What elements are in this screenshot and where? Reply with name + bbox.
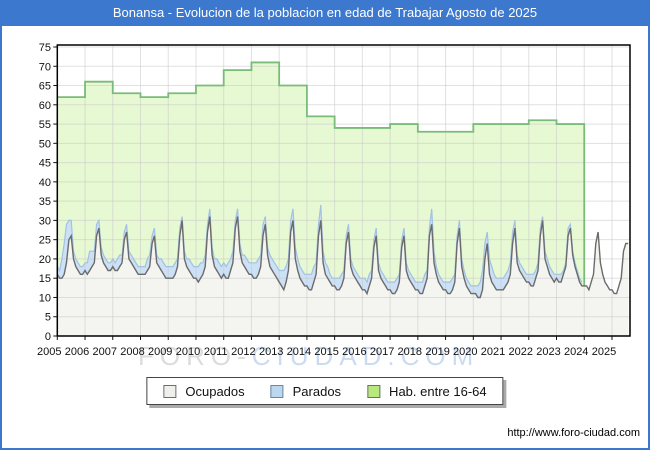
svg-text:2022: 2022 (509, 346, 533, 358)
svg-text:2011: 2011 (204, 346, 228, 358)
ocupados-swatch-icon (163, 384, 177, 398)
svg-text:40: 40 (39, 177, 51, 189)
svg-text:2013: 2013 (259, 346, 283, 358)
svg-text:15: 15 (39, 273, 51, 285)
svg-text:2012: 2012 (231, 346, 255, 358)
svg-text:45: 45 (39, 158, 51, 170)
svg-text:2023: 2023 (536, 346, 560, 358)
hab-16-64-swatch-icon (367, 384, 381, 398)
svg-text:2019: 2019 (425, 346, 449, 358)
chart-title-bar: Bonansa - Evolucion de la poblacion en e… (0, 0, 650, 26)
foro-ciudad-watermark: FORO-CIUDAD.COM (138, 341, 479, 372)
legend-label-hab: Hab. entre 16-64 (389, 383, 487, 399)
svg-text:2009: 2009 (148, 346, 172, 358)
legend-item-hab: Hab. entre 16-64 (367, 384, 487, 399)
svg-text:25: 25 (39, 235, 51, 247)
svg-text:75: 75 (39, 42, 51, 54)
svg-text:2015: 2015 (314, 346, 338, 358)
legend-item-parados: Parados (270, 383, 342, 399)
svg-text:2016: 2016 (342, 346, 366, 358)
svg-text:20: 20 (39, 254, 51, 266)
svg-text:2025: 2025 (592, 346, 616, 358)
watermark-part2: CIUDAD.COM (251, 341, 480, 371)
svg-text:50: 50 (39, 138, 51, 150)
parados-swatch-icon (270, 384, 284, 398)
svg-text:55: 55 (39, 119, 51, 131)
svg-text:2008: 2008 (120, 346, 144, 358)
foro-ciudad-url[interactable]: http://www.foro-ciudad.com (507, 427, 640, 439)
legend-label-parados: Parados (292, 383, 342, 399)
svg-text:60: 60 (39, 100, 51, 112)
svg-text:35: 35 (39, 196, 51, 208)
svg-text:2020: 2020 (453, 346, 477, 358)
svg-text:2006: 2006 (65, 346, 89, 358)
svg-text:2017: 2017 (370, 346, 394, 358)
svg-text:2010: 2010 (176, 346, 200, 358)
legend-box: Ocupados Parados Hab. entre 16-64 (146, 377, 504, 405)
svg-text:2018: 2018 (398, 346, 422, 358)
legend-item-ocupados: Ocupados (163, 383, 245, 399)
svg-text:2007: 2007 (93, 346, 117, 358)
svg-text:30: 30 (39, 215, 51, 227)
svg-text:10: 10 (39, 293, 51, 305)
svg-text:2005: 2005 (37, 346, 61, 358)
svg-text:70: 70 (39, 61, 51, 73)
watermark-part1: FORO- (138, 341, 252, 371)
svg-text:2014: 2014 (287, 346, 311, 358)
svg-text:65: 65 (39, 81, 51, 93)
legend-label-ocupados: Ocupados (185, 383, 245, 399)
svg-text:5: 5 (45, 312, 51, 324)
svg-text:0: 0 (45, 331, 51, 343)
svg-text:2024: 2024 (564, 346, 588, 358)
svg-text:2021: 2021 (481, 346, 505, 358)
